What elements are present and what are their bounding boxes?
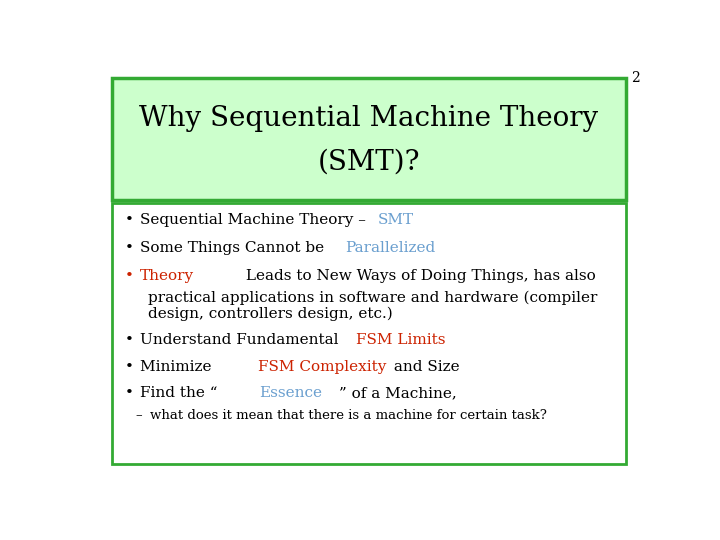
- Text: Leads to New Ways of Doing Things, has also: Leads to New Ways of Doing Things, has a…: [240, 269, 595, 283]
- Text: and Size: and Size: [390, 360, 460, 374]
- Text: design, controllers design, etc.): design, controllers design, etc.): [148, 307, 393, 321]
- Text: practical applications in software and hardware (compiler: practical applications in software and h…: [148, 290, 598, 305]
- Text: Parallelized: Parallelized: [346, 241, 436, 255]
- Text: what does it mean that there is a machine for certain task?: what does it mean that there is a machin…: [150, 409, 547, 422]
- FancyBboxPatch shape: [112, 204, 626, 464]
- Text: Some Things Cannot be: Some Things Cannot be: [140, 241, 329, 255]
- Text: •: •: [125, 386, 134, 400]
- Text: Theory: Theory: [140, 269, 194, 283]
- Text: –: –: [135, 409, 142, 422]
- Text: 2: 2: [631, 71, 640, 85]
- Text: Sequential Machine Theory –: Sequential Machine Theory –: [140, 213, 371, 227]
- Text: Why Sequential Machine Theory: Why Sequential Machine Theory: [140, 105, 598, 132]
- Text: (SMT)?: (SMT)?: [318, 149, 420, 176]
- Text: Understand Fundamental: Understand Fundamental: [140, 334, 343, 347]
- Text: Essence: Essence: [259, 386, 322, 400]
- Text: •: •: [125, 269, 134, 283]
- Text: •: •: [125, 213, 134, 227]
- FancyBboxPatch shape: [112, 78, 626, 200]
- Text: •: •: [125, 334, 134, 347]
- Text: •: •: [125, 241, 134, 255]
- Text: Minimize: Minimize: [140, 360, 217, 374]
- Text: FSM Limits: FSM Limits: [356, 334, 446, 347]
- Text: •: •: [125, 360, 134, 374]
- Text: Find the “: Find the “: [140, 386, 218, 400]
- Text: ” of a Machine,: ” of a Machine,: [339, 386, 457, 400]
- Text: SMT: SMT: [377, 213, 414, 227]
- Text: FSM Complexity: FSM Complexity: [258, 360, 387, 374]
